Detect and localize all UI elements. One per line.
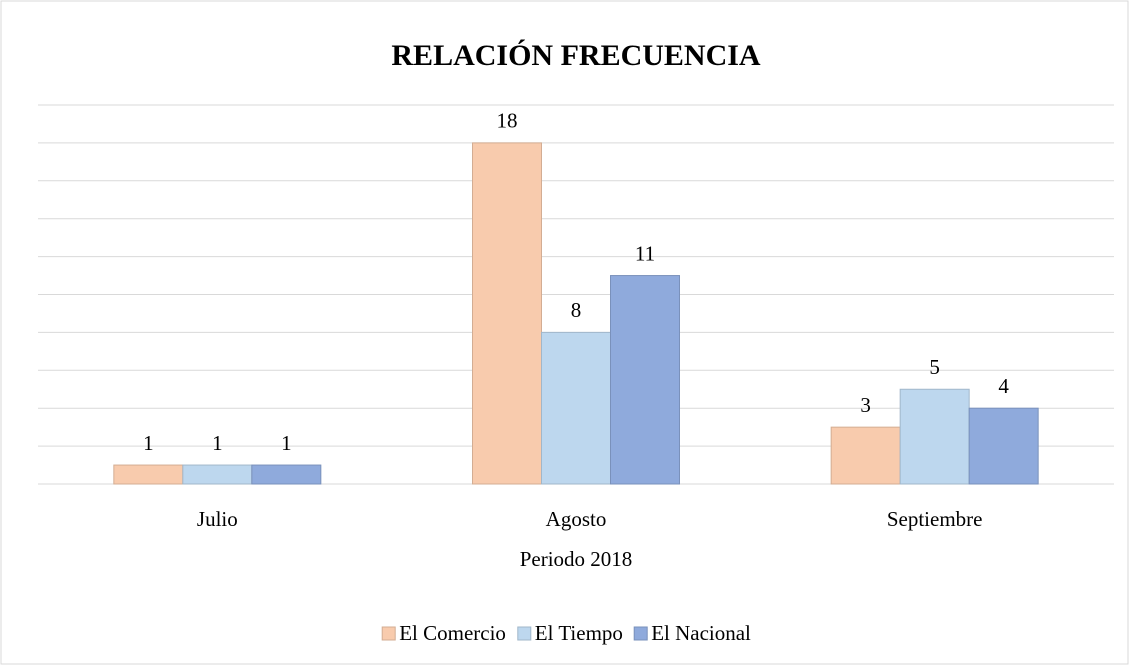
bar <box>251 464 322 485</box>
bar <box>968 407 1039 485</box>
data-label: 5 <box>929 355 940 379</box>
bar <box>899 388 970 485</box>
x-tick-label: Agosto <box>546 507 607 531</box>
legend-swatch <box>517 626 532 641</box>
x-axis-label: Periodo 2018 <box>520 547 633 571</box>
data-label: 3 <box>860 393 871 417</box>
data-label: 1 <box>281 431 292 455</box>
data-label: 1 <box>143 431 154 455</box>
data-label: 11 <box>635 241 655 265</box>
bar <box>113 464 184 485</box>
x-tick-label: Julio <box>197 507 238 531</box>
data-label: 4 <box>998 374 1009 398</box>
bar <box>541 331 611 485</box>
data-label: 8 <box>571 298 582 322</box>
x-tick-label: Septiembre <box>887 507 983 531</box>
data-label: 1 <box>212 431 223 455</box>
legend-label: El Tiempo <box>535 621 623 645</box>
legend-swatch <box>633 626 648 641</box>
bar <box>830 426 901 485</box>
bar <box>472 142 542 485</box>
bar <box>182 464 253 485</box>
chart-title: RELACIÓN FRECUENCIA <box>391 39 761 72</box>
legend-swatch <box>381 626 396 641</box>
legend-label: El Comercio <box>399 621 506 645</box>
legend-label: El Nacional <box>651 621 751 645</box>
data-label: 18 <box>497 109 518 133</box>
bar <box>610 275 680 485</box>
